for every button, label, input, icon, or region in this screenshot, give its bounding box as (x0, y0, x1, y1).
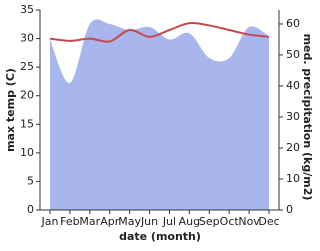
y2-tick-label: 20 (286, 141, 300, 154)
y2-tick-label: 60 (286, 17, 300, 30)
x-tick-label: Aug (179, 215, 200, 228)
y-tick-label: 25 (20, 60, 34, 73)
y2-tick-label: 30 (286, 110, 300, 123)
chart: date (month) max temp (C) med. precipita… (4, 3, 314, 243)
temp-line (49, 21, 270, 43)
x-tick-label: Nov (238, 215, 260, 228)
y-tick-label: 15 (20, 117, 34, 130)
x-tick-label: Mar (79, 215, 100, 228)
y-tick-label: 35 (20, 3, 34, 16)
y-tick-label: 30 (20, 32, 34, 45)
x-tick-label: May (118, 215, 141, 228)
y-tick-label: 5 (27, 174, 34, 187)
x-tick-label: Jan (41, 215, 59, 228)
precipitation-area (50, 19, 269, 211)
y2-tick-label: 0 (286, 203, 293, 216)
x-tick-label: Jul (162, 215, 176, 228)
x-tick-label: Dec (258, 215, 279, 228)
x-tick-label: Apr (100, 215, 120, 228)
x-tick-label: Oct (220, 215, 240, 228)
x-axis-label: date (month) (119, 230, 201, 243)
x-tick-label: Feb (60, 215, 79, 228)
y-tick-label: 20 (20, 89, 34, 102)
y-axis-label: max temp (C) (4, 68, 17, 152)
x-tick-label: Sep (199, 215, 220, 228)
y2-axis-label: med. precipitation (kg/m2) (301, 34, 314, 201)
x-tick-label: Jun (140, 215, 158, 228)
y-tick-label: 0 (27, 203, 34, 216)
y2-tick-label: 10 (286, 172, 300, 185)
y2-tick-label: 50 (286, 48, 300, 61)
y2-tick-label: 40 (286, 79, 300, 92)
y-tick-label: 10 (20, 146, 34, 159)
